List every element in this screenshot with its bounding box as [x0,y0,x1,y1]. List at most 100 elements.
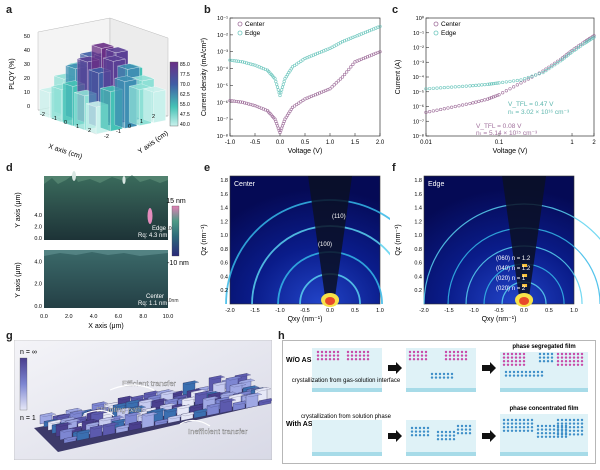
peak-label: (100) [318,242,332,248]
data-point [275,82,279,86]
panel-label-h: h [278,330,285,342]
crystal-unit [420,354,424,357]
crystal-unit [510,363,514,366]
crystal-unit [522,352,526,356]
colorbar-tick: 85.0 [180,62,190,68]
crystal-unit [564,433,568,436]
crystal-unit [346,350,350,354]
crystal-unit [424,350,428,354]
peak-label: (040) n = 1.2 [496,266,531,272]
data-point [526,77,530,81]
data-point [570,50,574,54]
legend-bottom: n = 1 [20,415,36,422]
crystal-unit [436,438,440,441]
x-tick-label: -1.0 [275,308,284,314]
data-point [541,69,545,73]
crystal-unit [336,358,340,361]
x-tick-label: 1.0 [326,140,335,146]
crystal-unit [540,374,544,377]
data-point [578,42,583,47]
crystal-unit [542,352,546,356]
data-point [483,98,487,102]
crystal-unit [420,350,424,354]
crystal-unit [506,356,510,359]
crystal-unit [540,435,544,438]
data-point [247,102,251,106]
crystal-unit [510,426,514,429]
x-tick-label: 0.5 [545,308,553,314]
crystal-unit [568,363,572,366]
crystal-unit [568,352,572,356]
afm-edge-map [44,176,168,240]
process-arrow [388,430,402,442]
crystal-unit [416,350,420,354]
crystal-unit [460,428,464,431]
crystal-unit [556,360,560,363]
afm-colorbar [171,205,180,257]
afm-x-tick: 0.0 [40,314,48,320]
data-point [301,58,305,62]
crystal-unit [416,354,420,357]
x-tick-label: 0.0 [520,308,528,314]
crystal-unit [514,363,518,366]
afm-y-tick: 2.0 [34,282,42,288]
data-point [299,100,303,104]
crystal-unit [580,352,584,356]
crystal-unit [452,430,456,434]
y-tick-label: 1.2 [414,219,422,225]
data-point [480,83,484,87]
crystal-unit [350,354,354,357]
crystal-unit [538,352,542,356]
y-tick-label: 10⁻² [217,33,228,39]
z-tick-label: 20 [24,76,30,82]
vtfl-edge: V_TFL = 0.47 V [508,101,554,108]
crystal-unit [528,370,532,374]
crystal-unit [452,438,456,441]
crystal-unit [504,374,508,377]
y-tick-label: 10⁻⁵ [413,89,424,96]
row1-label: W/O AS [286,357,312,364]
crystal-unit [418,430,422,433]
plot-frame [425,17,595,137]
data-point [544,69,548,73]
crystal-unit [556,429,560,432]
afm-x-tick: 10.0 [163,314,174,320]
y-tick-label: 10⁻⁸ [413,133,424,140]
crystal-unit [548,435,552,438]
crystal-unit [572,360,576,363]
data-point [547,65,551,69]
crystal-unit [460,432,464,435]
data-point [493,81,497,85]
crystal-unit [556,356,560,359]
data-point [486,82,490,86]
x-tick-label: -1.5 [444,308,453,314]
crystal-unit [442,376,446,379]
crystal-unit [426,430,430,433]
afm-center-label: Center [146,294,164,300]
crystal-unit [448,430,452,434]
crystal-unit [576,433,580,436]
crystal-unit [522,418,526,422]
crystal-unit [506,363,510,366]
crystal-unit [560,418,564,422]
panel-h-schematic: W/O AS With AS crystallization from gas-… [282,340,596,464]
data-point [471,84,475,88]
crystal-unit [328,354,332,357]
crystal-unit [414,430,418,433]
crystal-unit [576,352,580,356]
x-tick-label: 2 [88,128,91,134]
crystal-unit [440,430,444,434]
afm-center-map [44,250,168,308]
crystal-unit [572,363,576,366]
crystal-unit [460,350,464,354]
legend-entry: Edge [245,30,261,37]
data-point [424,87,428,91]
crystal-unit [448,358,452,361]
crystal-unit [336,354,340,357]
crystal-unit [324,354,328,357]
crystal-unit [510,422,514,425]
crystal-unit [410,434,414,437]
panel-g-illustration: n = ∞ n = 1 Efficient transfer Shunting … [14,340,272,460]
crystal-unit [444,434,448,437]
data-point [480,98,484,103]
